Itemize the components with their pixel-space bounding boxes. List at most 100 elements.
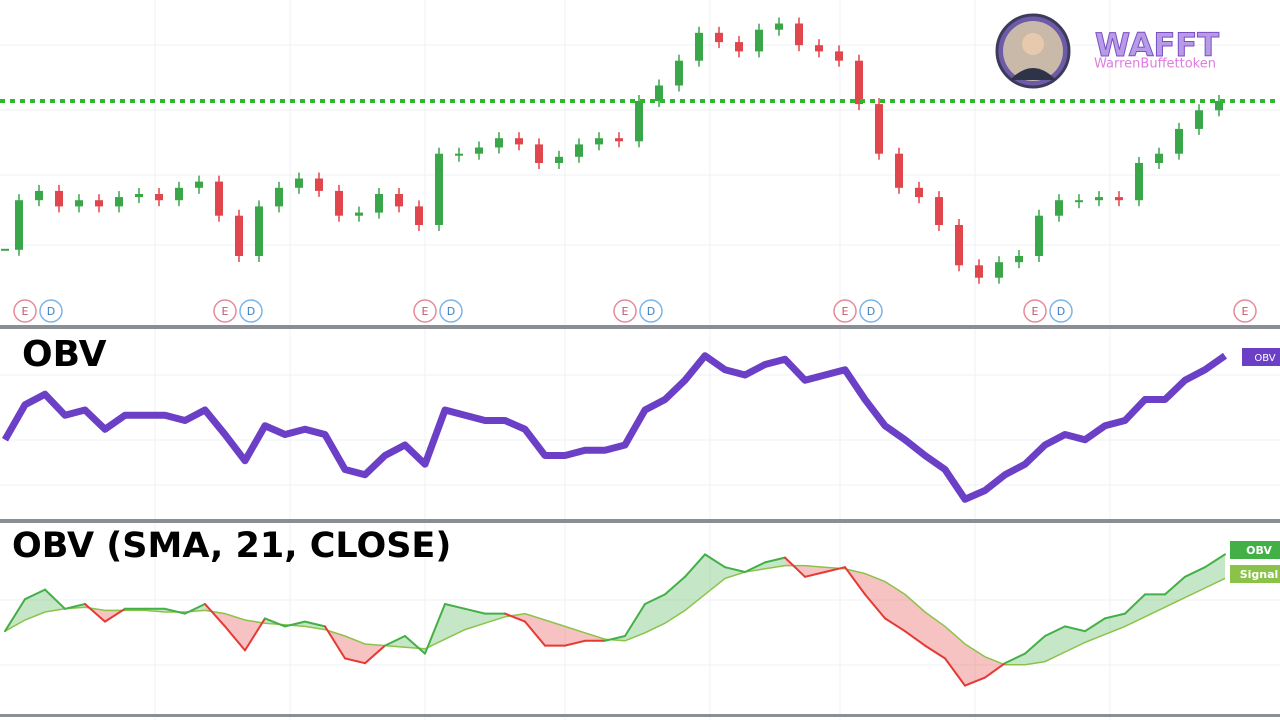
cloud	[945, 626, 965, 686]
cloud	[525, 613, 545, 646]
candle	[155, 194, 163, 201]
candle	[615, 138, 623, 142]
candle	[395, 194, 403, 207]
obv-line	[1, 352, 1228, 503]
obv-segment	[344, 657, 366, 665]
obv-segment	[4, 598, 26, 633]
candle	[1095, 197, 1103, 201]
obv-segment	[1044, 625, 1066, 637]
candle	[975, 265, 983, 278]
candle	[1215, 101, 1223, 111]
obv-segment	[904, 630, 926, 647]
candle	[935, 197, 943, 225]
candle	[995, 262, 1003, 278]
event-marker	[413, 299, 437, 323]
candle	[235, 215, 243, 256]
event-label: D	[47, 305, 55, 318]
candle	[95, 200, 103, 207]
obv-segment	[884, 617, 906, 633]
candle	[575, 144, 583, 157]
obv-segment	[424, 603, 446, 655]
cloud	[665, 576, 685, 624]
cloud	[1205, 554, 1225, 588]
cloud	[485, 613, 505, 624]
event-marker	[613, 299, 637, 323]
candle	[15, 200, 23, 250]
obv-segment	[504, 612, 526, 623]
legend-tag	[1230, 565, 1280, 583]
obv-segment	[984, 662, 1006, 679]
candle	[695, 32, 703, 61]
candle	[195, 181, 203, 188]
candle	[835, 51, 843, 61]
cloud	[1045, 626, 1065, 662]
candle	[1055, 200, 1063, 216]
obv-segment	[164, 607, 186, 615]
panel-title: OBV	[22, 334, 107, 375]
cloud	[1065, 626, 1085, 652]
obv-segment	[784, 556, 806, 578]
event-marker	[639, 299, 663, 323]
obv-segment	[404, 635, 426, 655]
event-marker	[13, 299, 37, 323]
legend-label: OBV	[1254, 353, 1275, 364]
obv-segment	[684, 553, 706, 578]
candle	[1035, 215, 1043, 256]
candle	[1195, 110, 1203, 129]
candle	[1015, 256, 1023, 263]
obv-segment	[564, 639, 586, 647]
candle	[35, 190, 43, 201]
obv-segment	[1184, 566, 1206, 578]
event-label: E	[22, 305, 29, 318]
cloud	[905, 594, 925, 646]
obv-segment	[224, 625, 246, 652]
obv-segment	[264, 617, 286, 628]
obv-segment	[864, 593, 886, 620]
obv-segment	[804, 571, 826, 578]
candle	[735, 42, 743, 52]
obv-segment	[44, 588, 66, 610]
cloud	[1145, 594, 1165, 617]
event-label: D	[247, 305, 255, 318]
event-label: E	[842, 305, 849, 318]
logo: WAFFT WarrenBuffettoken	[995, 13, 1220, 89]
obv-segment	[1024, 635, 1046, 655]
obv-segment	[1104, 612, 1126, 620]
candle	[595, 138, 603, 145]
event-label: E	[222, 305, 229, 318]
legend-tag	[1242, 348, 1280, 366]
candle	[415, 206, 423, 225]
obv-segment	[444, 603, 466, 610]
obv-segment	[204, 603, 226, 628]
obv-segment	[1064, 625, 1086, 633]
candle	[635, 101, 643, 142]
candle	[895, 153, 903, 188]
cloud	[885, 581, 905, 632]
candle	[755, 29, 763, 52]
obv-segment	[664, 575, 686, 596]
cloud	[645, 594, 665, 633]
candle	[675, 60, 683, 86]
obv-segment	[604, 635, 626, 642]
cloud	[985, 656, 1005, 678]
panel-title: OBV (SMA, 21, CLOSE)	[12, 526, 451, 566]
panel-separator	[0, 714, 1280, 717]
obv-segment	[284, 620, 306, 628]
obv-segment	[844, 566, 866, 596]
candle	[775, 23, 783, 30]
event-marker	[439, 299, 463, 323]
event-marker	[859, 299, 883, 323]
obv-segment	[1124, 593, 1146, 615]
obv-segment	[924, 644, 946, 660]
obv-segment	[704, 553, 726, 569]
candle	[75, 200, 83, 207]
candle	[875, 104, 883, 154]
signal-line	[4, 564, 1226, 666]
obv-segment	[1204, 553, 1226, 569]
candle	[375, 194, 383, 213]
event-label: D	[647, 305, 655, 318]
obv-segment	[1004, 652, 1026, 665]
obv-segment	[744, 561, 766, 573]
